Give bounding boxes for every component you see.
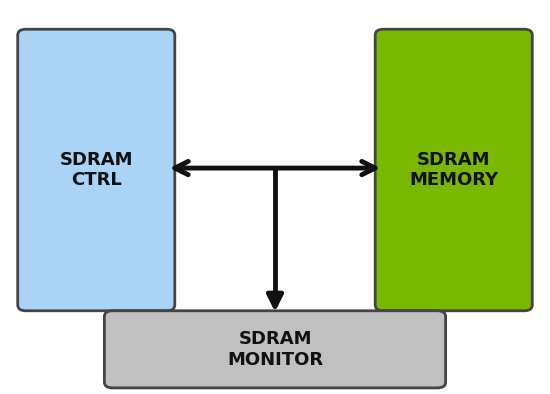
FancyBboxPatch shape: [375, 29, 532, 311]
FancyBboxPatch shape: [18, 29, 175, 311]
Text: SDRAM
CTRL: SDRAM CTRL: [59, 151, 133, 190]
FancyBboxPatch shape: [104, 311, 446, 388]
Text: SDRAM
MONITOR: SDRAM MONITOR: [227, 330, 323, 369]
Text: SDRAM
MEMORY: SDRAM MEMORY: [409, 151, 498, 190]
